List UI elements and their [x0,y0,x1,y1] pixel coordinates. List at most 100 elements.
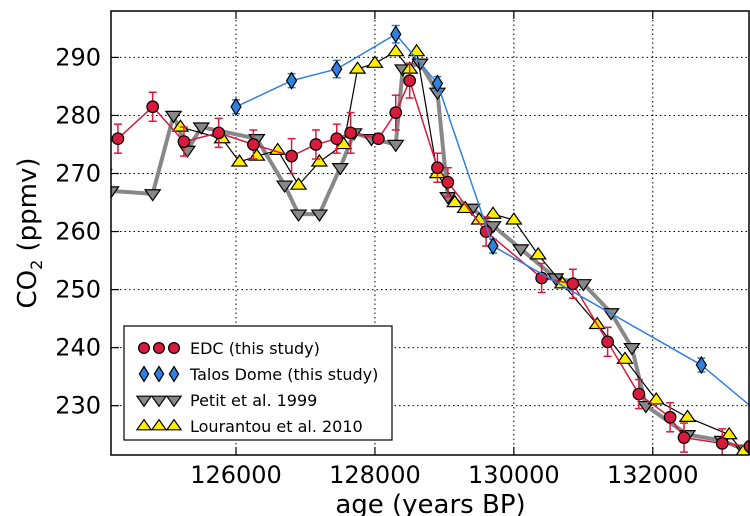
data-point [310,209,329,222]
data-point [431,74,444,93]
data-point [348,61,367,74]
legend-marker [165,395,183,408]
legend-item: Lourantou et al. 2010 [135,417,363,436]
data-point [441,175,455,189]
data-point [505,212,523,225]
series-line [235,33,750,407]
data-point [431,161,444,175]
legend-marker [150,395,168,408]
data-point [574,279,593,292]
data-point [212,126,226,140]
legend-marker [135,418,153,431]
data-point [389,106,403,119]
data-point [512,244,530,257]
data-point [484,206,502,219]
data-point [695,355,708,375]
y-tick-label: 230 [55,392,101,420]
legend-label: Lourantou et al. 2010 [190,417,363,436]
data-point [387,139,405,153]
legend-marker [168,365,180,383]
legend-box [123,325,393,441]
data-point [372,132,385,146]
data-point [446,194,464,208]
plot-frame [110,10,750,456]
y-axis-title: CO2 (ppmv) [13,157,46,308]
data-point [177,135,191,148]
plot-area [91,24,750,455]
data-point [678,409,697,422]
data-point [143,189,162,202]
data-point [331,163,349,176]
legend-marker [165,418,183,431]
data-point [285,71,298,90]
data-point [192,122,211,135]
data-point [285,149,298,163]
data-point [247,138,260,151]
y-axis-title-units: (ppmv) [13,157,43,259]
data-point [289,209,308,222]
data-point [268,142,287,155]
data-point [566,277,580,291]
legend-marker [138,342,151,355]
data-point [344,126,357,140]
axis-ticks: 126000 128000 130000 132000 230 240 250 260 270 2… [55,11,699,489]
data-point [403,74,417,88]
y-tick-label: 270 [55,160,101,188]
data-point [164,110,183,124]
series-edc-this-study [91,62,750,455]
series-talos-dome-this-study [230,24,750,407]
legend-item: Petit et al. 1999 [135,391,317,410]
data-point [601,335,614,349]
data-point [330,132,344,146]
y-tick-label: 240 [55,334,101,362]
y-axis-title-main: CO [13,270,43,309]
legend-marker [138,365,150,383]
legend-label: Talos Dome (this study) [189,365,378,384]
x-tick-label: 126000 [190,461,282,489]
data-point [91,142,103,154]
data-point [387,43,405,57]
y-tick-label: 280 [55,101,101,129]
data-point [111,186,120,199]
data-point [616,351,634,364]
data-point [411,58,429,72]
data-point [366,55,384,68]
data-point [647,392,665,405]
x-tick-label: 130000 [468,461,560,489]
data-point [720,426,738,440]
data-point [677,431,691,444]
data-point [715,437,729,450]
data-point [632,387,646,401]
data-point [275,180,294,193]
legend-label: EDC (this study) [190,339,320,358]
y-tick-label: 260 [55,218,101,246]
y-axis-title-subscript: 2 [27,260,46,270]
legend-marker [168,342,181,355]
legend-item: Talos Dome (this study) [138,365,378,384]
y-tick-label: 250 [55,276,101,304]
data-point [390,25,402,44]
data-point [331,59,343,79]
data-point [487,236,499,256]
legend-marker [135,395,153,408]
x-tick-label: 128000 [329,461,421,489]
legend-label: Petit et al. 1999 [190,391,317,410]
data-point [529,246,547,260]
data-point [623,342,641,356]
legend-item: EDC (this study) [138,339,320,358]
data-point [309,138,323,151]
legend-marker [150,418,168,431]
x-tick-label: 132000 [607,461,699,489]
legend: EDC (this study) Talos Dome (this study) P… [123,325,393,441]
y-tick-label: 290 [55,43,101,71]
data-point [111,132,125,146]
data-point [407,43,426,57]
x-axis-title: age (years BP) [335,490,525,516]
data-point [663,410,677,424]
data-point [230,154,249,167]
data-point [230,97,242,116]
data-point [289,177,308,190]
data-point [146,100,160,114]
data-point [310,154,329,167]
